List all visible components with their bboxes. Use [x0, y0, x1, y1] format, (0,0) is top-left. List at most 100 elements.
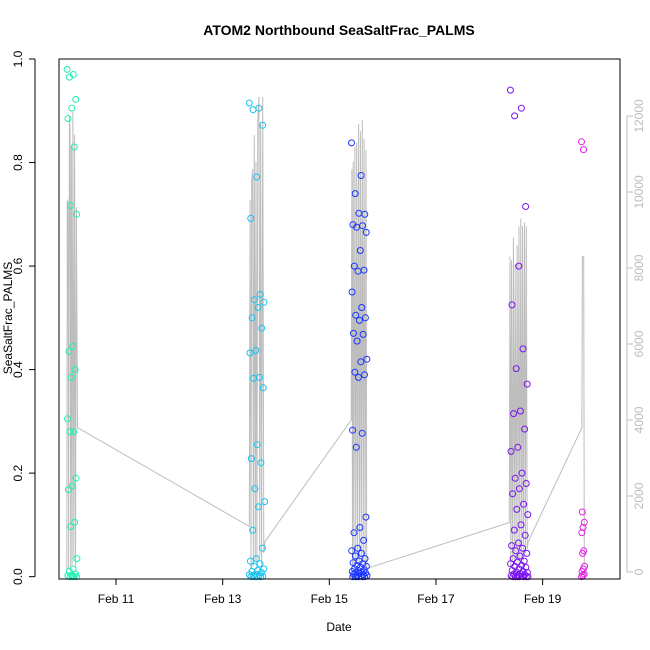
- data-point: [251, 485, 259, 493]
- data-point: [253, 441, 261, 449]
- data-point: [257, 459, 265, 467]
- data-point: [363, 355, 371, 363]
- data-point: [73, 210, 81, 218]
- data-point: [349, 426, 357, 434]
- data-point: [258, 544, 266, 552]
- data-point: [511, 112, 519, 120]
- plot-frame: [58, 58, 621, 580]
- data-point: [259, 384, 267, 392]
- data-point: [64, 486, 72, 494]
- data-point: [358, 304, 366, 311]
- data-point: [249, 106, 257, 114]
- data-point: [508, 301, 516, 309]
- data-point: [356, 524, 364, 531]
- altitude-layer: [66, 96, 585, 571]
- data-point: [516, 407, 524, 415]
- data-point: [247, 455, 255, 463]
- data-point: [355, 373, 362, 381]
- x-axis-label: Date: [326, 620, 352, 634]
- data-point: [70, 143, 78, 151]
- data-point: [518, 469, 526, 477]
- data-point: [524, 511, 532, 519]
- data-point: [508, 542, 516, 550]
- data-point: [361, 371, 368, 379]
- data-point: [514, 539, 522, 547]
- y-tick-label: 0.0: [11, 568, 25, 585]
- data-point: [69, 573, 77, 581]
- y-tick-label: 0.4: [11, 361, 25, 378]
- x-tick-label: Feb 13: [204, 592, 242, 606]
- data-point: [247, 573, 255, 581]
- y-tick-label: 0.8: [11, 154, 25, 171]
- data-point: [362, 228, 370, 236]
- data-point: [512, 547, 520, 555]
- data-point: [350, 329, 357, 337]
- data-point: [72, 95, 80, 103]
- data-point: [246, 349, 254, 357]
- data-point: [517, 104, 525, 112]
- data-point: [68, 104, 76, 112]
- data-point: [65, 568, 73, 575]
- data-point: [73, 555, 81, 563]
- data-point: [515, 485, 523, 493]
- data-point: [261, 498, 269, 506]
- data-point: [358, 429, 366, 437]
- data-point: [253, 173, 261, 181]
- data-point: [516, 573, 524, 581]
- data-point: [357, 172, 365, 179]
- data-point: [254, 304, 262, 311]
- y2-tick-label: 4000: [632, 406, 646, 433]
- data-point: [66, 73, 73, 81]
- data-point: [356, 247, 364, 254]
- data-point: [248, 314, 256, 322]
- data-point: [250, 296, 258, 304]
- data-point: [513, 505, 521, 513]
- data-point: [71, 518, 79, 526]
- y-axis-label: SeaSaltFrac_PALMS: [1, 262, 15, 375]
- y2-tick-label: 10000: [632, 175, 646, 209]
- data-point: [67, 523, 75, 530]
- data-point: [63, 65, 71, 73]
- data-point: [579, 549, 587, 557]
- data-point: [357, 358, 365, 366]
- data-point: [523, 380, 531, 388]
- data-point: [245, 99, 253, 107]
- y2-tick-label: 8000: [632, 254, 646, 281]
- y2-tick-label: 2000: [632, 482, 646, 509]
- data-point: [513, 573, 521, 581]
- points-layer: [63, 65, 589, 581]
- data-point: [362, 513, 370, 521]
- data-point: [72, 474, 80, 482]
- data-point: [360, 536, 368, 544]
- data-point: [351, 552, 359, 560]
- data-point: [249, 526, 257, 534]
- axes-layer: 0.0 0.2 0.4 0.6 0.8 1.0 Feb 11 Feb 13 Feb 15 Feb …: [11, 50, 646, 606]
- y-tick-label: 0.2: [11, 464, 25, 481]
- data-point: [512, 365, 520, 373]
- data-point: [578, 529, 586, 537]
- data-point: [354, 267, 362, 275]
- data-point: [578, 138, 585, 146]
- data-point: [68, 482, 76, 490]
- data-point: [350, 529, 358, 537]
- data-point: [514, 443, 522, 451]
- data-point: [353, 573, 360, 581]
- data-point: [65, 348, 73, 355]
- y2-tick-label: 12000: [632, 99, 646, 133]
- data-point: [519, 345, 527, 353]
- data-point: [520, 573, 528, 581]
- data-point: [252, 346, 260, 354]
- data-point: [510, 526, 518, 534]
- data-point: [579, 524, 587, 531]
- data-point: [353, 337, 361, 345]
- data-point: [510, 410, 518, 418]
- data-point: [522, 203, 530, 210]
- data-point: [256, 560, 264, 568]
- data-point: [521, 531, 529, 539]
- data-point: [580, 518, 588, 526]
- data-point: [348, 288, 356, 296]
- data-point: [67, 373, 75, 381]
- x-tick-label: Feb 17: [417, 592, 455, 606]
- data-point: [348, 139, 355, 147]
- data-point: [66, 202, 74, 209]
